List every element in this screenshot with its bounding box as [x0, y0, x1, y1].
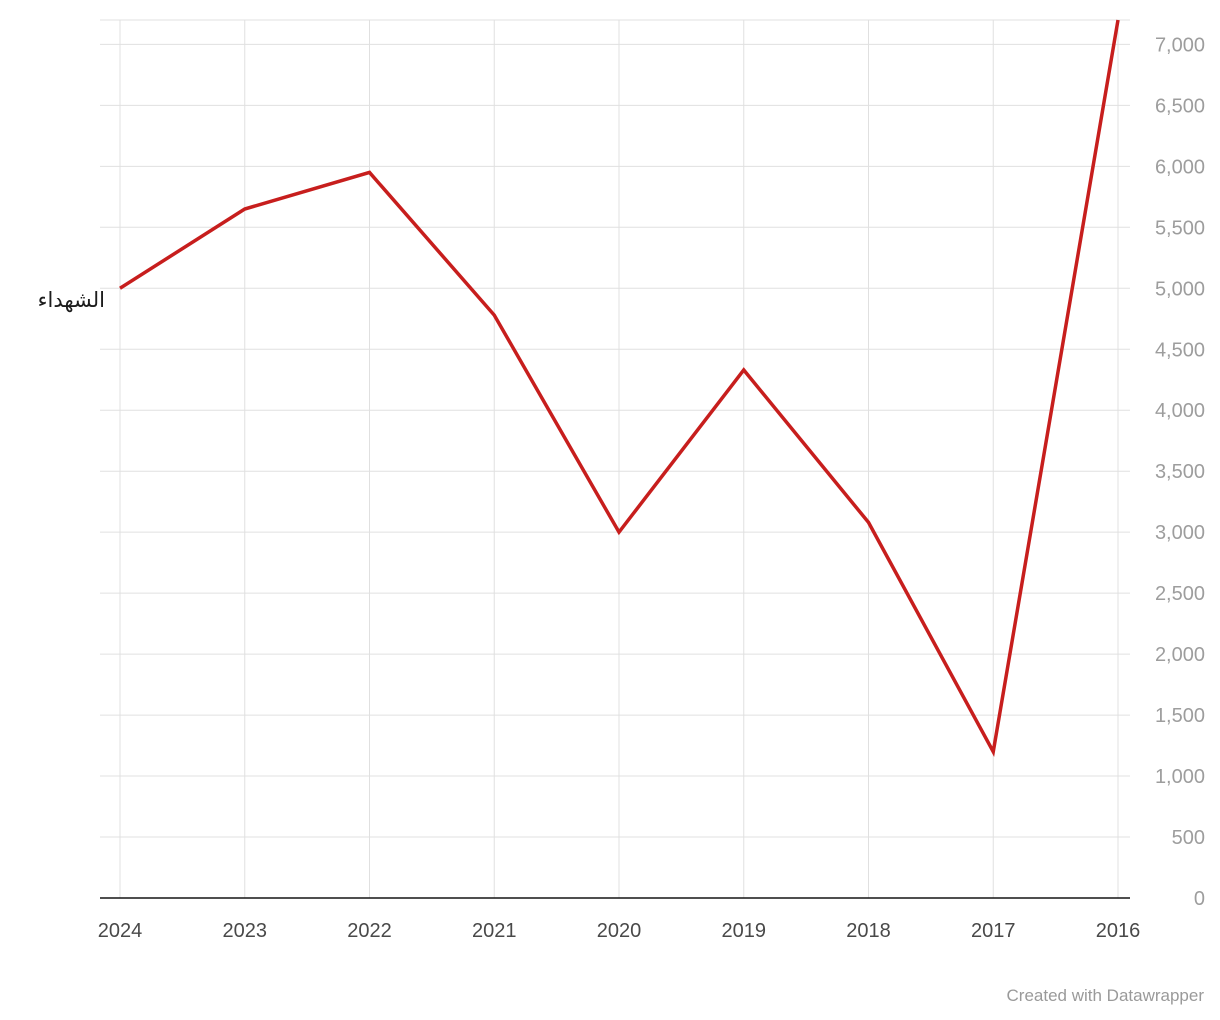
y-axis-tick-label: 0	[1194, 888, 1205, 910]
y-axis-tick-label: 3,000	[1155, 522, 1205, 544]
x-axis-tick-label: 2017	[971, 920, 1016, 942]
y-axis-tick-label: 500	[1172, 827, 1205, 849]
y-axis-tick-label: 6,500	[1155, 95, 1205, 117]
y-axis-tick-label: 5,500	[1155, 217, 1205, 239]
x-axis-tick-label: 2019	[722, 920, 767, 942]
y-axis-tick-label: 1,000	[1155, 766, 1205, 788]
x-axis-tick-label: 2023	[223, 920, 268, 942]
y-axis-tick-label: 5,000	[1155, 278, 1205, 300]
x-axis-tick-label: 2018	[846, 920, 891, 942]
y-axis-tick-label: 4,500	[1155, 339, 1205, 361]
y-axis-tick-label: 3,500	[1155, 461, 1205, 483]
y-axis-tick-label: 7,000	[1155, 34, 1205, 56]
x-axis-tick-label: 2024	[98, 920, 143, 942]
x-axis-tick-label: 2016	[1096, 920, 1141, 942]
datawrapper-credit: Created with Datawrapper	[1006, 986, 1204, 1005]
x-axis-tick-label: 2021	[472, 920, 517, 942]
y-axis-tick-label: 4,000	[1155, 400, 1205, 422]
y-axis-tick-label: 6,000	[1155, 156, 1205, 178]
y-axis-tick-label: 1,500	[1155, 705, 1205, 727]
x-axis-tick-label: 2020	[597, 920, 642, 942]
y-axis-tick-label: 2,000	[1155, 644, 1205, 666]
y-axis-tick-label: 2,500	[1155, 583, 1205, 605]
series-label: الشهداء	[37, 288, 105, 313]
x-axis-tick-label: 2022	[347, 920, 392, 942]
data-line-series	[119, 19, 1120, 757]
